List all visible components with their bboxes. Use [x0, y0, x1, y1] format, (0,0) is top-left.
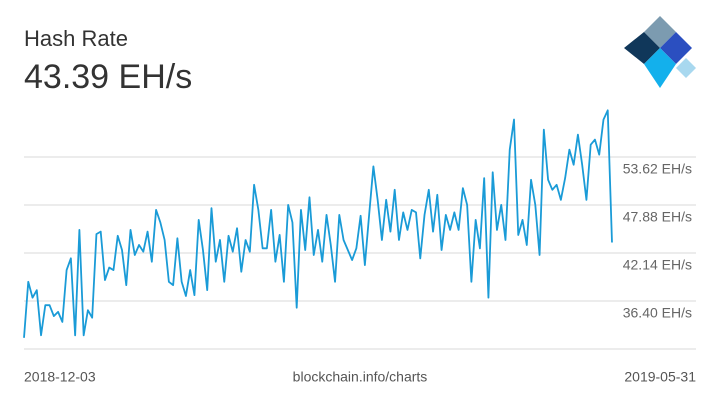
source-label: blockchain.info/charts [293, 369, 428, 385]
logo-part [624, 32, 660, 64]
y-tick-label: 36.40 EH/s [623, 305, 692, 321]
x-end-label: 2019-05-31 [624, 369, 696, 385]
y-tick-label: 53.62 EH/s [623, 161, 692, 177]
y-tick-label: 42.14 EH/s [623, 257, 692, 273]
hash-rate-line [23, 109, 613, 338]
current-value: 43.39 EH/s [24, 58, 192, 96]
logo-part [644, 48, 676, 88]
logo-part [676, 58, 696, 78]
chart-title: Hash Rate [24, 26, 128, 51]
x-start-label: 2018-12-03 [24, 369, 96, 385]
logo [624, 16, 696, 88]
y-tick-label: 47.88 EH/s [623, 209, 692, 225]
